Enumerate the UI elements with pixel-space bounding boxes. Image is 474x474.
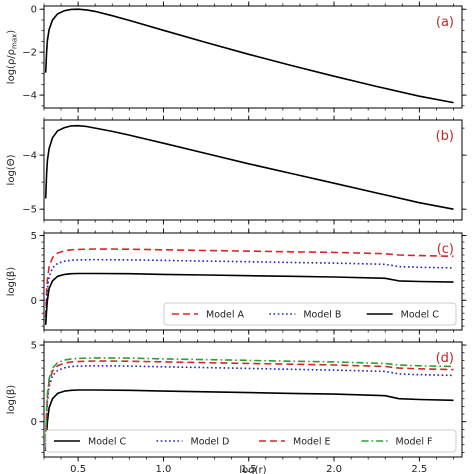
legend-label: Model D (191, 437, 230, 448)
legend: Model C Model D Model E Model F (45, 429, 457, 453)
x-tick-label: 1.5 (241, 464, 257, 474)
x-tick-label: 1.0 (155, 464, 171, 474)
legend-label: Model C (88, 437, 127, 448)
y-tick-label: 0 (31, 296, 37, 307)
y-tick-label: −5 (22, 205, 37, 216)
legend-label: Model A (206, 310, 245, 321)
series-line-1 (44, 8, 454, 104)
series-line-1 (44, 124, 454, 210)
y-axis-label: log(β) (6, 385, 17, 415)
y-axis-label: log(β) (6, 267, 17, 297)
y-tick-label: 0 (31, 417, 37, 428)
legend-label: Model C (401, 310, 440, 321)
series-line-model-f (44, 357, 454, 441)
panel-3: 5 0 log(β) (c) Model A Model B Model C (6, 228, 467, 335)
panel-tag: (c) (437, 242, 454, 257)
series-line-model-c (44, 389, 454, 451)
legend-label: Model B (303, 310, 341, 321)
series-line-model-c (44, 272, 454, 325)
panel-tag: (d) (436, 351, 454, 366)
y-tick-label: 5 (31, 341, 37, 352)
x-tick-label: 2.0 (326, 464, 342, 474)
series-line-model-a (44, 248, 454, 318)
y-axis-label: log(Θ) (6, 154, 17, 185)
legend-label: Model E (293, 437, 331, 448)
x-tick-label: 2.5 (411, 464, 427, 474)
y-tick-label: −4 (22, 151, 37, 162)
panel-frame (43, 341, 463, 458)
legend: Model A Model B Model C (163, 302, 457, 326)
panel-frame (43, 119, 463, 221)
y-tick-label: −2 (22, 48, 37, 59)
y-axis-label: log(ρ/ρmax) (6, 30, 19, 84)
panel-frame (43, 232, 463, 331)
legend-label: Model F (396, 437, 433, 448)
x-axis-label: log(r) (239, 465, 266, 474)
panel-frame (43, 5, 463, 109)
legend-box (163, 302, 457, 326)
panel-tag: (b) (436, 129, 454, 144)
panel-tag: (a) (436, 15, 454, 30)
x-tick-label: 0.5 (70, 464, 86, 474)
legend-box (45, 429, 457, 453)
y-tick-label: 0 (31, 5, 37, 16)
y-tick-label: −4 (22, 91, 37, 102)
y-tick-label: 5 (31, 231, 37, 242)
panel-2: −4 −5 log(Θ) (b) (6, 115, 467, 225)
series-line-model-d (44, 364, 454, 445)
